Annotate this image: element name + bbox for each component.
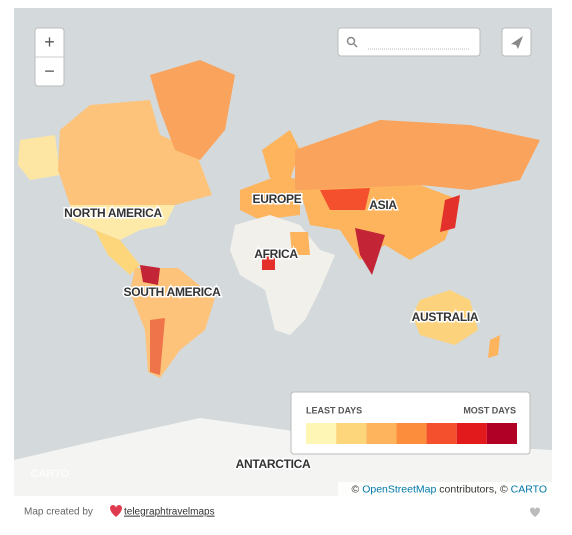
continent-label: SOUTH AMERICA xyxy=(124,285,222,299)
egypt xyxy=(290,232,310,255)
greenland xyxy=(150,60,235,160)
legend-swatch xyxy=(426,423,457,444)
osm-link[interactable]: OpenStreetMap xyxy=(362,483,436,495)
attribution-prefix: © xyxy=(352,483,360,495)
continent-label: ASIA xyxy=(369,198,397,212)
continent-label: NORTH AMERICA xyxy=(64,206,162,220)
heart-icon xyxy=(110,505,122,517)
locate-icon xyxy=(511,36,523,49)
legend-swatch xyxy=(366,423,397,444)
europe xyxy=(240,175,300,220)
nigeria xyxy=(262,255,275,270)
zoom-in[interactable]: + xyxy=(44,32,55,52)
attribution: © OpenStreetMap contributors, © CARTO xyxy=(352,483,547,495)
alaska xyxy=(18,135,60,180)
legend-swatch xyxy=(396,423,427,444)
usa xyxy=(70,205,175,240)
footer-link[interactable]: telegraphtravelmaps xyxy=(124,507,215,518)
kazakhstan xyxy=(320,188,370,210)
carto-link[interactable]: CARTO xyxy=(511,483,547,495)
continent-label: AFRICA xyxy=(254,247,298,261)
attribution-middle: contributors, © xyxy=(439,483,508,495)
australia xyxy=(412,290,478,345)
new-zealand xyxy=(488,335,500,358)
continent-label: ANTARCTICA xyxy=(236,457,311,471)
legend-swatch xyxy=(456,423,487,444)
attribution-bg xyxy=(338,482,552,496)
carto-watermark: CARTO xyxy=(31,468,70,480)
continent-label: EUROPE xyxy=(253,192,302,206)
argentina xyxy=(150,318,165,375)
legend-swatch xyxy=(486,423,517,444)
colombia xyxy=(140,265,160,285)
legend-swatch xyxy=(336,423,367,444)
mexico xyxy=(95,230,140,275)
canada xyxy=(58,100,212,205)
legend-swatch xyxy=(306,423,337,444)
like-icon[interactable] xyxy=(530,507,540,518)
legend-min: LEAST DAYS xyxy=(306,405,362,415)
search-icon xyxy=(353,43,358,48)
legend-scale xyxy=(306,423,517,444)
legend-max: MOST DAYS xyxy=(463,405,516,415)
footer-text: Map created by xyxy=(24,507,93,518)
india xyxy=(355,228,385,275)
zoom-out[interactable]: − xyxy=(44,61,55,81)
continent-label: AUSTRALIA xyxy=(412,310,479,324)
japan xyxy=(440,195,460,232)
search-box[interactable] xyxy=(337,27,481,57)
scandinavia xyxy=(262,130,300,180)
antarctica xyxy=(14,418,552,496)
russia xyxy=(295,120,540,190)
search-icon xyxy=(346,36,356,46)
